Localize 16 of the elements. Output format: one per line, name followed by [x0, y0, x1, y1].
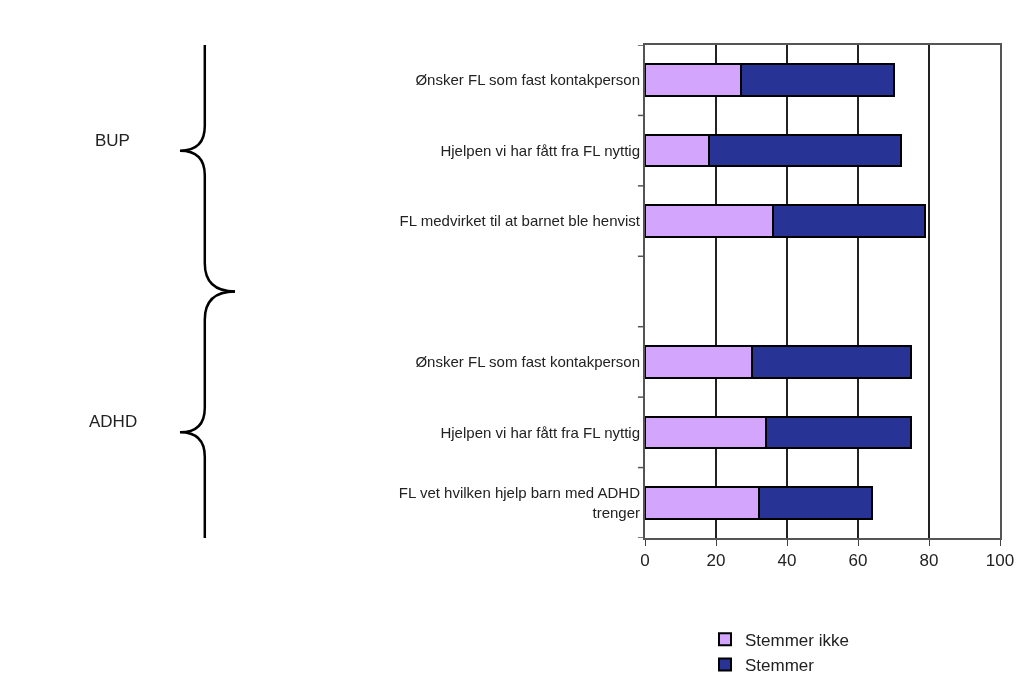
legend-label: Stemmer ikke [745, 630, 849, 650]
text: BUP [95, 131, 130, 150]
y-tick-label: Ønsker FL som fast kontakperson [415, 71, 640, 89]
legend-label: Stemmer [745, 656, 815, 676]
y-tick-label: Ønsker FL som fast kontakperson [415, 353, 640, 371]
x-tick-label: 0 [640, 551, 650, 571]
x-tick-label: 60 [848, 551, 868, 571]
x-tick-label: 40 [777, 551, 797, 571]
y-tick-label: Hjelpen vi har fått fra FL nyttig [440, 423, 640, 441]
x-tick-label: 80 [919, 551, 939, 571]
y-tick-label: Hjelpen vi har fått fra FL nyttig [440, 141, 640, 159]
x-tick-label: 20 [706, 551, 726, 571]
y-tick-label: FL vet hvilken hjelp barn med ADHD trenger [398, 484, 641, 521]
text: ADHD [89, 412, 138, 431]
y-tick-label: FL medvirket til at barnet ble henvist [399, 212, 641, 230]
x-tick-label: 100 [985, 551, 1015, 571]
